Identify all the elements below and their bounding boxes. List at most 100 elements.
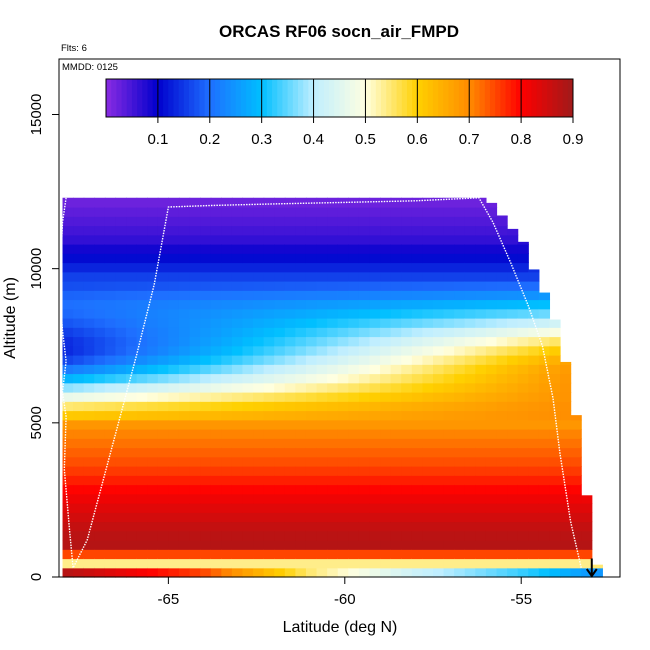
- heatmap-cell: [390, 216, 402, 227]
- heatmap-cell: [348, 253, 360, 264]
- heatmap-cell: [83, 540, 95, 550]
- heatmap-cell: [337, 299, 349, 310]
- heatmap-cell: [454, 567, 466, 578]
- colorbar-swatch: [313, 79, 320, 117]
- heatmap-cell: [464, 438, 476, 449]
- heatmap-cell: [422, 197, 434, 208]
- heatmap-cell: [528, 493, 540, 504]
- heatmap-cell: [316, 262, 328, 273]
- heatmap-cell: [337, 401, 349, 412]
- heatmap-cell: [348, 327, 360, 338]
- heatmap-cell: [348, 262, 360, 273]
- heatmap-cell: [83, 512, 95, 523]
- heatmap-cell: [316, 225, 328, 236]
- heatmap-cell: [115, 281, 127, 291]
- heatmap-cell: [390, 318, 402, 328]
- heatmap-cell: [168, 234, 180, 245]
- heatmap-cell: [274, 429, 286, 439]
- heatmap-cell: [189, 364, 201, 375]
- heatmap-cell: [443, 290, 455, 301]
- heatmap-cell: [305, 475, 318, 486]
- heatmap-cell: [433, 373, 445, 384]
- heatmap-cell: [210, 253, 222, 264]
- heatmap-cell: [147, 253, 159, 264]
- heatmap-cell: [295, 521, 307, 532]
- heatmap-cell: [168, 216, 180, 227]
- heatmap-cell: [157, 308, 169, 319]
- heatmap-cell: [496, 271, 508, 282]
- heatmap-cell: [295, 318, 307, 328]
- heatmap-cell: [305, 503, 318, 513]
- colorbar-swatch: [552, 79, 558, 117]
- heatmap-cell: [210, 281, 222, 291]
- colorbar-swatch: [147, 79, 154, 117]
- heatmap-cell: [126, 253, 138, 264]
- colorbar-swatch: [116, 79, 123, 117]
- heatmap-cell: [454, 558, 466, 569]
- heatmap-cell: [411, 558, 424, 569]
- heatmap-cell: [147, 336, 159, 347]
- heatmap-cell: [443, 382, 455, 393]
- heatmap-cell: [549, 484, 561, 495]
- heatmap-cell: [178, 466, 191, 476]
- heatmap-cell: [200, 401, 212, 412]
- heatmap-cell: [178, 429, 191, 439]
- heatmap-cell: [231, 447, 244, 458]
- y-tick-label: 15000: [28, 94, 45, 136]
- heatmap-cell: [242, 225, 254, 236]
- heatmap-cell: [327, 299, 339, 310]
- heatmap-cell: [73, 234, 85, 245]
- heatmap-cell: [390, 364, 402, 375]
- heatmap-cell: [284, 225, 296, 236]
- heatmap-cell: [316, 475, 328, 486]
- heatmap-cell: [496, 419, 508, 430]
- heatmap-cell: [337, 567, 349, 578]
- heatmap-cell: [178, 392, 191, 402]
- heatmap-cell: [380, 493, 392, 504]
- heatmap-cell: [443, 345, 455, 356]
- heatmap-cell: [295, 207, 307, 217]
- heatmap-cell: [390, 244, 402, 254]
- heatmap-cell: [401, 382, 413, 393]
- heatmap-cell: [253, 419, 265, 430]
- heatmap-cell: [274, 419, 286, 430]
- heatmap-cell: [517, 392, 529, 402]
- heatmap-cell: [348, 567, 360, 578]
- heatmap-cell: [83, 438, 95, 449]
- heatmap-cell: [369, 493, 381, 504]
- heatmap-cell: [316, 512, 328, 523]
- heatmap-cell: [221, 345, 233, 356]
- heatmap-cell: [443, 512, 455, 523]
- heatmap-cell: [221, 521, 233, 532]
- heatmap-cell: [454, 373, 466, 384]
- colorbar-tick-label: 0.2: [199, 131, 220, 148]
- heatmap-cell: [242, 401, 254, 412]
- heatmap-cell: [136, 530, 148, 541]
- heatmap-cell: [454, 299, 466, 310]
- heatmap-cell: [358, 503, 371, 513]
- colorbar-swatch: [303, 79, 309, 117]
- heatmap-cell: [178, 512, 191, 523]
- heatmap-cell: [147, 558, 159, 569]
- heatmap-cell: [411, 262, 424, 273]
- heatmap-cell: [528, 456, 540, 467]
- heatmap-cell: [316, 364, 328, 375]
- colorbar-swatch: [500, 79, 507, 117]
- heatmap-cell: [570, 475, 582, 486]
- heatmap-cell: [401, 503, 413, 513]
- heatmap-cell: [210, 438, 222, 449]
- heatmap-cell: [327, 475, 339, 486]
- heatmap-cell: [369, 438, 381, 449]
- heatmap-cell: [560, 512, 572, 523]
- heatmap-cell: [147, 512, 159, 523]
- heatmap-cell: [348, 373, 360, 384]
- heatmap-cell: [443, 392, 455, 402]
- heatmap-cell: [115, 392, 127, 402]
- heatmap-cell: [337, 558, 349, 569]
- heatmap-cell: [168, 318, 180, 328]
- heatmap-cell: [348, 521, 360, 532]
- colorbar-gradient: [106, 79, 574, 117]
- heatmap-cell: [274, 530, 286, 541]
- heatmap-cell: [316, 216, 328, 227]
- heatmap-cell: [94, 456, 106, 467]
